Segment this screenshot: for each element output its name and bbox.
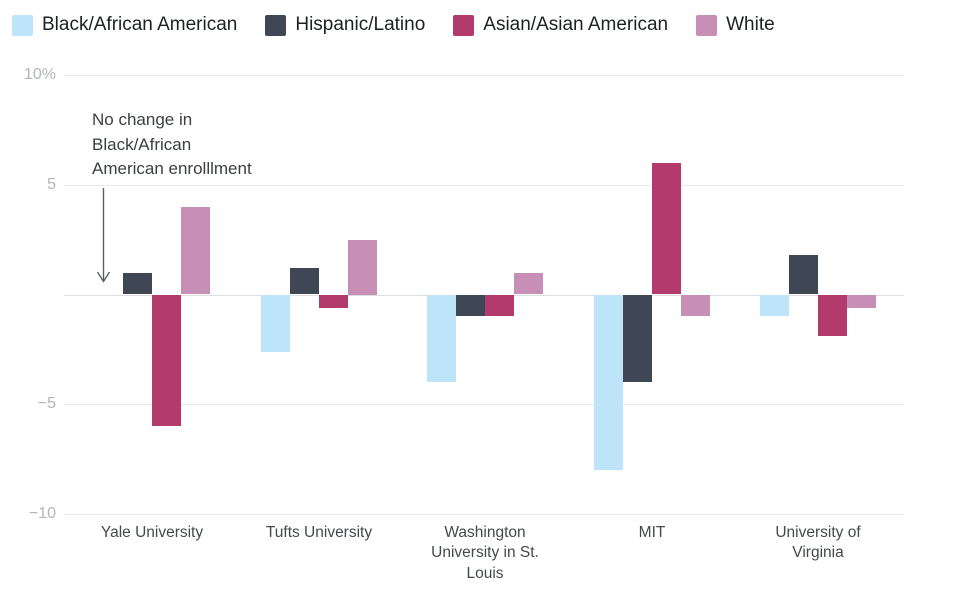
bar-hispanic-latino-tufts-university [290, 268, 319, 295]
bar-hispanic-latino-yale-university [123, 272, 152, 295]
annotation-line: American enrolllment [92, 159, 252, 179]
x-axis-label-yale-university: Yale University [67, 523, 237, 543]
x-axis-label-mit: MIT [567, 523, 737, 543]
bar-black-african-american-tufts-university [261, 294, 290, 352]
legend-label: Black/African American [42, 14, 238, 35]
x-axis-label-line: Virginia [792, 544, 844, 562]
legend-item-asian-asian-american: Asian/Asian American [453, 14, 668, 36]
legend-swatch-black-african-american [12, 14, 33, 36]
gridline--10 [64, 514, 904, 515]
annotation-line: No change in [92, 110, 193, 129]
bar-asian-asian-american-mit [652, 162, 681, 295]
bar-black-african-american-university-of-virginia [760, 294, 789, 317]
bar-white-yale-university [181, 206, 210, 295]
annotation-no-change: No change in Black/African American enro… [92, 108, 252, 182]
bar-asian-asian-american-yale-university [152, 294, 181, 427]
legend: Black/African American Hispanic/Latino Asi… [12, 14, 775, 36]
x-axis-label-line: Washington [444, 524, 526, 541]
gridline--5 [64, 404, 904, 406]
bar-hispanic-latino-mit [623, 294, 652, 383]
bar-white-mit [681, 294, 710, 317]
legend-swatch-asian-asian-american [453, 14, 475, 36]
bar-white-washington-university-in-st-louis [514, 272, 543, 295]
x-axis-label-university-of-virginia: University of Virginia [733, 523, 903, 564]
x-axis-label-line: Yale University [100, 524, 204, 541]
annotation-line: Black/African [92, 134, 192, 154]
y-axis-tick-10: 10% [23, 66, 56, 83]
x-axis-label-line: Tufts University [265, 524, 373, 541]
gridline-5 [64, 184, 904, 186]
y-axis-tick-5: 5 [47, 175, 56, 193]
y-axis-tick--5: −5 [37, 395, 56, 413]
bar-white-tufts-university [348, 239, 377, 295]
legend-label: Asian/Asian American [483, 14, 669, 35]
legend-swatch-hispanic-latino [265, 14, 287, 36]
bar-asian-asian-american-university-of-virginia [818, 294, 847, 337]
x-axis-label-tufts-university: Tufts University [234, 523, 404, 543]
bar-white-university-of-virginia [847, 294, 876, 308]
legend-swatch-white [696, 14, 718, 36]
x-axis-label-line: Louis [466, 564, 504, 582]
x-axis-label-line: MIT [638, 524, 666, 541]
legend-item-hispanic-latino: Hispanic/Latino [265, 14, 425, 36]
x-axis-label-line: University in St. [431, 544, 539, 562]
down-arrow-icon [96, 188, 111, 283]
bar-asian-asian-american-washington-university-in-st-louis [485, 294, 514, 317]
legend-label: White [726, 14, 775, 35]
legend-item-black-african-american: Black/African American [12, 14, 237, 36]
y-axis-tick--10: −10 [28, 505, 56, 522]
gridline-10 [64, 75, 904, 76]
bar-hispanic-latino-washington-university-in-st-louis [456, 294, 485, 317]
x-axis-label-washington-university-in-st-louis: Washington University in St. Louis [400, 523, 570, 584]
bar-black-african-american-mit [594, 294, 623, 471]
legend-item-white: White [696, 14, 775, 36]
bar-asian-asian-american-tufts-university [319, 294, 348, 308]
bar-black-african-american-washington-university-in-st-louis [427, 294, 456, 383]
legend-label: Hispanic/Latino [295, 14, 426, 35]
bar-hispanic-latino-university-of-virginia [789, 254, 818, 295]
x-axis-label-line: University of [775, 524, 861, 541]
